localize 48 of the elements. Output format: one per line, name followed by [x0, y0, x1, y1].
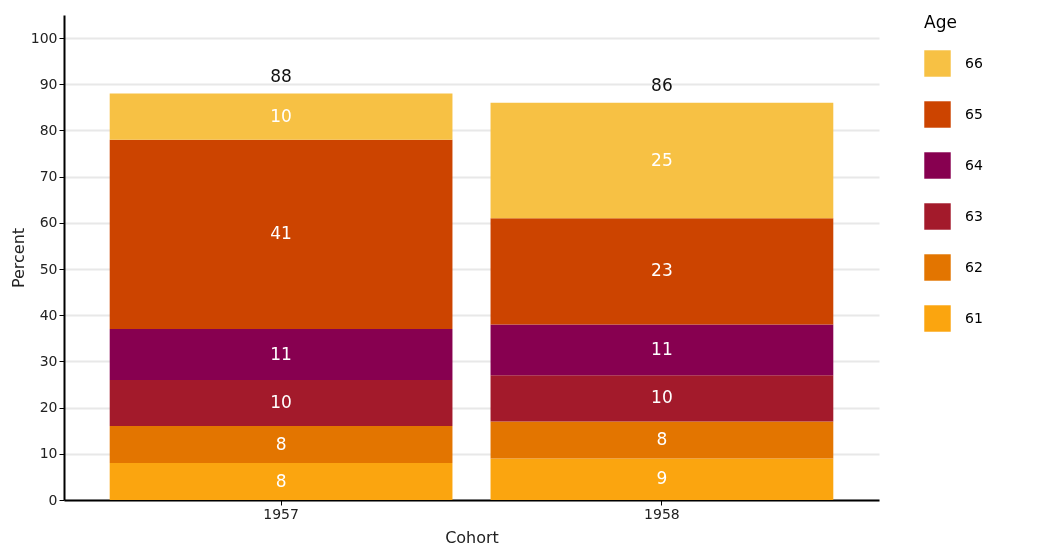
bar: [109, 139, 453, 330]
legend-label: 62: [965, 258, 983, 275]
y-tick-label: 90: [39, 75, 58, 92]
legend-label: 65: [965, 105, 983, 122]
legend-title: Age: [924, 12, 957, 32]
data-label: 10: [270, 105, 292, 126]
data-label: 23: [651, 260, 673, 281]
x-tick-label: 1957: [263, 505, 299, 522]
bar: [109, 426, 453, 464]
x-axis-title: Cohort: [445, 527, 499, 547]
y-tick-label: 30: [39, 352, 58, 369]
bar: [490, 421, 834, 459]
legend-label: 61: [965, 309, 983, 326]
data-label: 41: [270, 223, 292, 244]
legend-label: 66: [965, 54, 983, 71]
data-label: 11: [270, 343, 292, 364]
bar: [490, 218, 834, 325]
data-label: 8: [275, 433, 287, 454]
data-label: 8: [275, 470, 287, 491]
data-label: 10: [270, 392, 292, 412]
data-label: 11: [651, 338, 673, 359]
total-label: 88: [270, 65, 292, 86]
total-label: 86: [651, 74, 673, 95]
legend-label: 63: [965, 207, 983, 224]
bar: [490, 458, 834, 500]
y-axis-title: Percent: [8, 227, 28, 289]
x-tick-label: 1958: [644, 505, 680, 522]
legend-label: 64: [965, 156, 983, 173]
data-label: 10: [651, 387, 673, 408]
y-tick-label: 50: [39, 260, 58, 277]
y-tick-label: 10: [39, 445, 58, 462]
data-label: 8: [656, 428, 668, 449]
bar: [109, 329, 453, 380]
y-tick-label: 40: [39, 306, 58, 323]
y-tick-label: 60: [39, 214, 58, 231]
data-label: 25: [651, 149, 673, 170]
bar: [490, 102, 834, 219]
y-tick-label: 80: [39, 121, 58, 138]
data-label: 9: [656, 468, 668, 489]
y-tick-label: 100: [30, 29, 58, 46]
bar: [490, 324, 834, 376]
y-tick-label: 0: [48, 491, 58, 508]
y-tick-label: 70: [39, 168, 58, 185]
bar: [490, 375, 834, 422]
bar: [109, 379, 453, 427]
bar: [109, 463, 453, 500]
y-tick-label: 20: [39, 399, 58, 416]
bar: [109, 93, 453, 140]
